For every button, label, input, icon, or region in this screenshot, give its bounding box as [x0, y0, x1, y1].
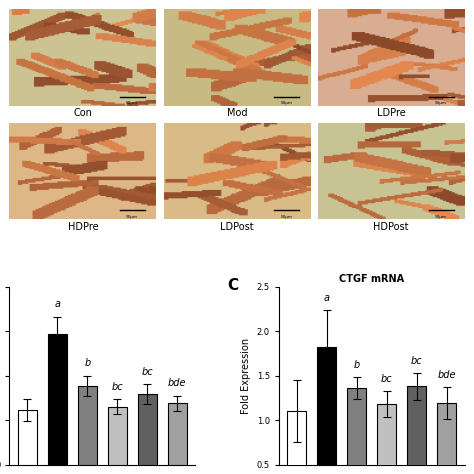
Text: 50μm: 50μm [280, 215, 292, 219]
X-axis label: HDPost: HDPost [374, 221, 409, 232]
Bar [18, 410, 37, 465]
Text: bc: bc [381, 374, 392, 383]
Bar [407, 386, 426, 474]
Y-axis label: Fold Expression: Fold Expression [241, 337, 251, 414]
X-axis label: HDPre: HDPre [68, 221, 98, 232]
X-axis label: LDPost: LDPost [220, 221, 254, 232]
Bar [347, 388, 366, 474]
Bar [317, 347, 337, 474]
Bar [78, 385, 97, 465]
Text: b: b [354, 360, 360, 370]
Bar [287, 411, 307, 474]
Text: 50μm: 50μm [280, 101, 292, 105]
Bar [437, 403, 456, 474]
Title: CTGF mRNA: CTGF mRNA [339, 274, 404, 284]
Text: 50μm: 50μm [126, 101, 138, 105]
Text: bde: bde [168, 378, 186, 389]
Text: b: b [84, 358, 91, 368]
Bar [48, 334, 67, 465]
Text: bc: bc [141, 367, 153, 377]
Text: C: C [227, 278, 238, 292]
Text: bc: bc [111, 382, 123, 392]
Text: 50μm: 50μm [434, 215, 447, 219]
X-axis label: Con: Con [73, 108, 92, 118]
Text: a: a [324, 292, 330, 302]
Text: bde: bde [438, 370, 456, 380]
Bar [137, 394, 157, 465]
Bar [377, 404, 396, 474]
X-axis label: LDPre: LDPre [377, 108, 405, 118]
Bar [108, 407, 127, 465]
X-axis label: Mod: Mod [227, 108, 247, 118]
Text: 50μm: 50μm [434, 101, 447, 105]
Bar [167, 403, 187, 465]
Text: a: a [55, 300, 60, 310]
Text: 50μm: 50μm [126, 215, 138, 219]
Text: bc: bc [411, 356, 422, 366]
